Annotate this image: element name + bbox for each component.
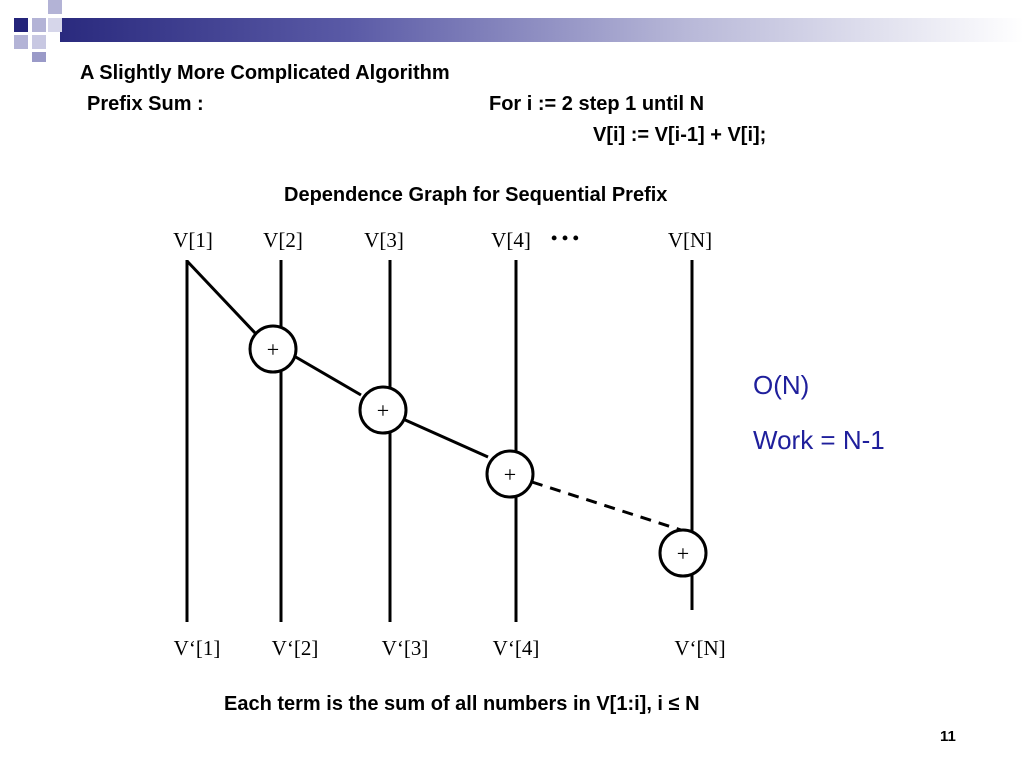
output-label-v3: V‘[3] [382, 636, 429, 660]
plus-operator: + [504, 462, 516, 487]
edge-add2-to-add3 [402, 417, 489, 459]
plus-operator: + [677, 541, 689, 566]
prefix-sum-label: Prefix Sum : [87, 93, 204, 115]
output-label-v4: V‘[4] [493, 636, 540, 660]
plus-operator: + [377, 398, 389, 423]
input-label-v1: V[1] [173, 228, 213, 252]
header-square-light [32, 18, 46, 32]
work-label: Work = N-1 [753, 425, 885, 455]
input-label-vn: V[N] [668, 228, 712, 252]
output-label-v2: V‘[2] [272, 636, 319, 660]
page-number: 11 [940, 728, 956, 745]
input-label-v3: V[3] [364, 228, 404, 252]
input-label-v4: V[4] [491, 228, 531, 252]
adder-node-3: + [485, 449, 535, 499]
adder-node-1: + [248, 324, 298, 374]
header-square-light [48, 18, 62, 32]
edge-add1-to-add2 [293, 354, 362, 397]
output-label-v1: V‘[1] [174, 636, 221, 660]
header-square-light [32, 35, 46, 49]
slide-title: A Slightly More Complicated Algorithm [80, 62, 450, 84]
code-line-1: For i := 2 step 1 until N [489, 93, 705, 115]
adder-node-2: + [358, 385, 408, 435]
edge-add3-to-addn-dashed [531, 480, 682, 532]
complexity-label: O(N) [753, 370, 810, 400]
header-square-light [48, 0, 62, 14]
header-square-light [14, 35, 28, 49]
edge-v1-to-add1 [185, 259, 259, 337]
plus-operator: + [267, 337, 279, 362]
caption: Each term is the sum of all numbers in V… [224, 693, 700, 715]
input-label-v2: V[2] [263, 228, 303, 252]
header-gradient-bar [60, 18, 1024, 42]
diagram-title: Dependence Graph for Sequential Prefix [284, 184, 668, 206]
adder-node-n: + [658, 528, 708, 578]
ellipsis: • • • [551, 228, 579, 248]
header-square-light [32, 52, 46, 62]
header-square-navy [14, 18, 28, 32]
code-line-2: V[i] := V[i-1] + V[i]; [593, 124, 767, 146]
output-label-vn: V‘[N] [674, 636, 725, 660]
